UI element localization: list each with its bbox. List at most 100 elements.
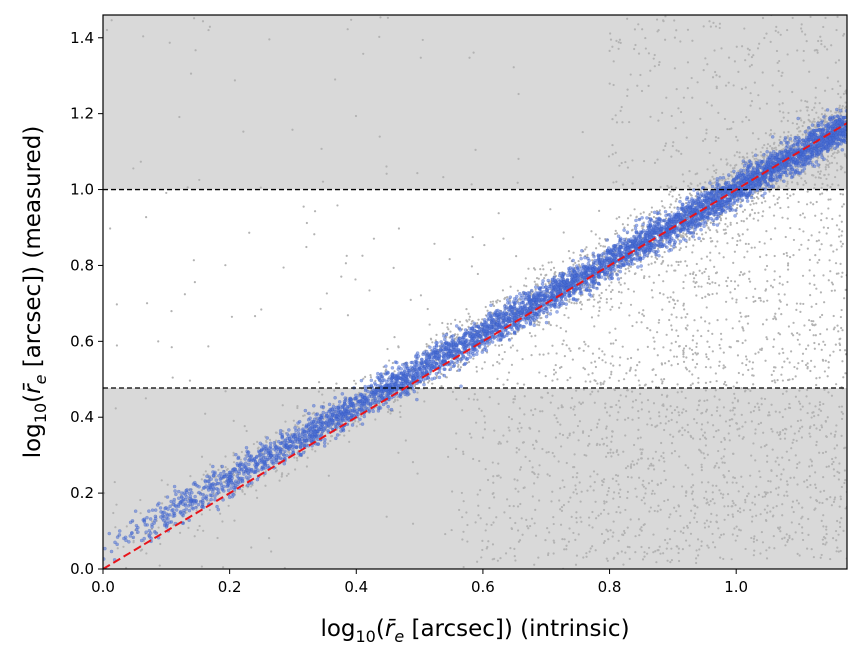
grey-point <box>726 284 729 288</box>
grey-point <box>483 243 486 247</box>
grey-point <box>790 521 793 524</box>
grey-point <box>698 548 701 551</box>
grey-point <box>575 302 578 305</box>
grey-point <box>782 111 785 114</box>
grey-point <box>678 455 681 458</box>
grey-point <box>808 258 811 262</box>
grey-point <box>786 280 789 284</box>
grey-point <box>803 216 806 219</box>
grey-point <box>578 420 582 423</box>
grey-point <box>397 345 400 348</box>
grey-point <box>802 59 805 62</box>
grey-point <box>507 371 511 374</box>
grey-point <box>801 124 804 128</box>
grey-point <box>514 487 517 490</box>
grey-point <box>781 102 784 105</box>
grey-point <box>537 473 540 476</box>
grey-point <box>802 49 805 53</box>
grey-point <box>817 343 821 346</box>
grey-point <box>669 561 672 564</box>
grey-point <box>813 125 816 128</box>
grey-point <box>484 305 487 309</box>
grey-point <box>631 406 634 409</box>
grey-point <box>720 338 723 341</box>
grey-point <box>552 539 555 542</box>
grey-point <box>630 463 633 466</box>
grey-point <box>692 271 695 274</box>
grey-point <box>723 448 726 451</box>
blue-point <box>533 285 538 289</box>
grey-point <box>651 489 654 493</box>
grey-point <box>827 361 830 364</box>
grey-point <box>746 322 750 325</box>
grey-point <box>572 491 575 494</box>
grey-point <box>691 339 694 342</box>
grey-point <box>801 538 805 542</box>
grey-point <box>145 552 148 555</box>
grey-point <box>809 294 812 297</box>
grey-point <box>729 291 732 294</box>
grey-point <box>819 332 822 336</box>
grey-point <box>777 493 780 496</box>
grey-point <box>569 406 572 409</box>
grey-point <box>638 476 641 479</box>
grey-point <box>754 148 758 151</box>
grey-point <box>819 176 822 180</box>
grey-point <box>688 237 691 240</box>
grey-point <box>823 301 826 304</box>
grey-point <box>843 349 847 352</box>
grey-point <box>702 69 705 72</box>
grey-point <box>713 181 716 184</box>
grey-point <box>739 271 743 274</box>
grey-point <box>392 266 395 269</box>
grey-point <box>357 420 360 423</box>
grey-point <box>840 434 843 437</box>
grey-point <box>833 435 836 438</box>
grey-point <box>814 102 817 105</box>
grey-point <box>553 273 556 276</box>
grey-point <box>703 457 706 460</box>
grey-point <box>806 547 809 550</box>
grey-point <box>799 145 802 148</box>
grey-point <box>685 410 688 413</box>
grey-point <box>796 49 799 52</box>
grey-point <box>626 217 630 220</box>
grey-point <box>662 19 665 23</box>
grey-point <box>682 180 685 183</box>
grey-point <box>824 359 827 362</box>
grey-point <box>755 485 758 488</box>
grey-point <box>560 505 564 509</box>
grey-point <box>844 507 847 510</box>
grey-point <box>795 302 798 305</box>
grey-point <box>622 378 626 381</box>
grey-point <box>542 328 545 331</box>
grey-point <box>495 301 498 304</box>
grey-point <box>635 462 639 465</box>
grey-point <box>583 368 587 371</box>
grey-point <box>626 526 629 529</box>
grey-point <box>139 512 142 515</box>
grey-point <box>551 394 554 397</box>
grey-point <box>649 417 652 420</box>
grey-point <box>159 542 162 546</box>
grey-point <box>705 355 708 359</box>
grey-point <box>708 151 711 155</box>
grey-point <box>757 94 760 97</box>
grey-point <box>575 521 578 524</box>
grey-point <box>649 506 652 509</box>
grey-point <box>823 370 826 373</box>
grey-point <box>673 408 676 412</box>
grey-point <box>654 425 657 428</box>
grey-point <box>593 325 596 328</box>
grey-point <box>519 502 522 506</box>
grey-point <box>679 530 682 533</box>
grey-point <box>613 556 616 559</box>
grey-point <box>818 428 822 432</box>
grey-point <box>754 287 757 290</box>
grey-point <box>753 246 756 249</box>
grey-point <box>611 355 614 358</box>
grey-point <box>493 496 496 499</box>
grey-point <box>830 289 833 292</box>
grey-point <box>643 555 646 558</box>
grey-point <box>795 499 799 502</box>
